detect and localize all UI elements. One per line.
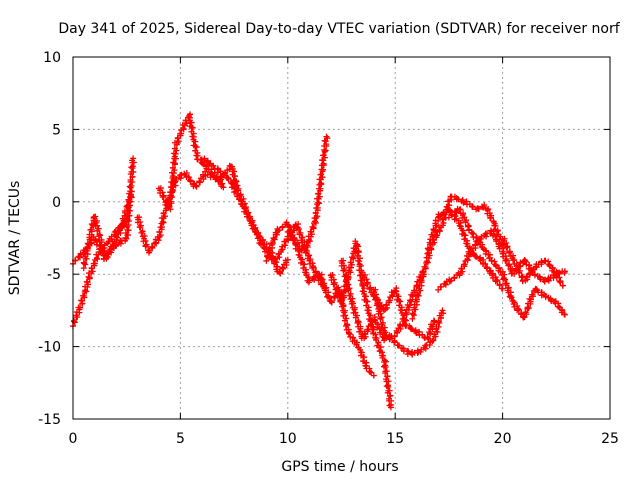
series-markers [370,286,447,358]
series-sat-9 [263,219,377,379]
grid [73,57,610,419]
series-sat-17 [445,205,568,321]
axis-ticks: 0 5 10 15 20 25 -15 -10 -5 0 5 10 [38,50,619,447]
series-markers [499,235,568,285]
x-tick-label: 10 [279,431,297,447]
y-tick-label: -5 [47,267,61,283]
x-axis-label: GPS time / hours [281,459,398,475]
data-points [70,111,568,411]
y-tick-label: 10 [43,50,61,66]
y-tick-label: 0 [52,195,61,211]
x-tick-label: 0 [69,431,78,447]
y-tick-label: -15 [38,412,61,428]
series-sat-5 [155,111,227,213]
y-axis-label: SDTVAR / TECUs [7,181,23,296]
x-tick-label: 20 [494,431,512,447]
plot-frame [72,56,611,420]
x-tick-label: 15 [386,431,404,447]
x-tick-label: 25 [601,431,619,447]
y-tick-label: 5 [52,122,61,138]
x-tick-label: 5 [176,431,185,447]
series-sat-18 [499,235,568,285]
series-sat-3 [80,213,130,272]
series-sat-8 [284,133,331,256]
series-sat-13 [370,286,447,358]
series-markers [263,219,377,379]
series-markers [80,213,130,272]
chart-title: Day 341 of 2025, Sidereal Day-to-day VTE… [58,21,620,37]
series-markers [284,133,331,256]
y-tick-label: -10 [38,340,61,356]
series-markers [445,205,568,321]
series-markers [155,111,227,213]
